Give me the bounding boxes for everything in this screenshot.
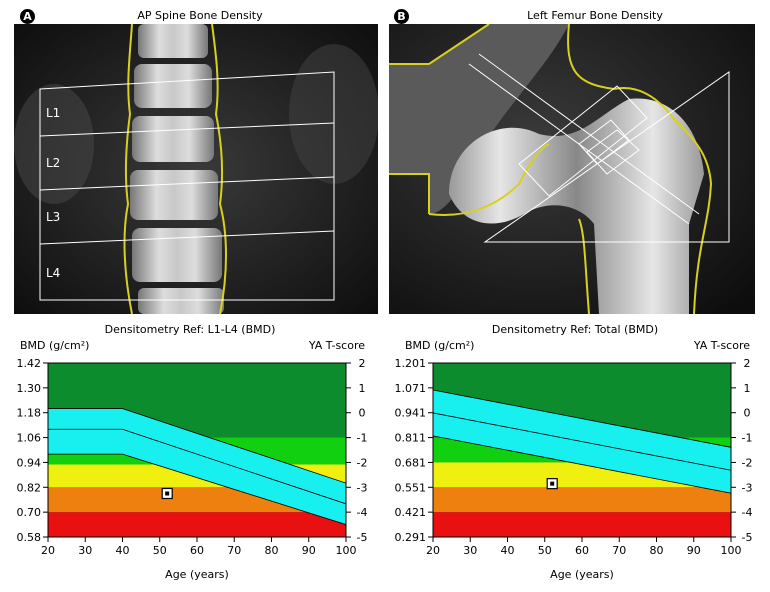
y-tick-label: 1.18 <box>17 407 42 420</box>
plot-area <box>48 363 346 537</box>
patient-marker-center <box>165 491 170 496</box>
x-tick-label: 20 <box>41 544 55 557</box>
y-tick-label: 1.30 <box>17 382 42 395</box>
y-tick-label: 1.201 <box>395 357 427 370</box>
vertebra-label-l2: L2 <box>46 156 60 170</box>
y2-tick-label: -5 <box>742 531 753 544</box>
y-tick-label: 0.681 <box>395 456 427 469</box>
vertebra-label-l1: L1 <box>46 106 60 120</box>
band-red <box>433 512 731 537</box>
femur-outline <box>389 24 713 314</box>
y-tick-label: 0.421 <box>395 506 427 519</box>
y2-tick-label: 2 <box>359 357 366 370</box>
reference-mean-line <box>433 412 731 471</box>
y2-tick-label: 0 <box>359 407 366 420</box>
chart-title: Densitometry Ref: Total (BMD) <box>492 323 658 336</box>
spine-scan-image: L1 L2 L3 L4 <box>14 24 378 314</box>
y2-tick-label: 1 <box>744 382 751 395</box>
x-tick-label: 50 <box>153 544 167 557</box>
x-tick-label: 70 <box>612 544 626 557</box>
spine-roi-boxes <box>39 71 335 301</box>
y-tick-label: 0.291 <box>395 531 427 544</box>
y-tick-label: 1.06 <box>17 432 42 445</box>
band-orange <box>433 487 731 513</box>
y2-axis-label: YA T-score <box>693 339 750 352</box>
x-tick-label: 30 <box>78 544 92 557</box>
femur-roi-lines <box>468 53 730 243</box>
patient-marker-center <box>550 481 555 486</box>
x-tick-label: 100 <box>336 544 357 557</box>
y2-tick-label: -1 <box>357 432 368 445</box>
vertebra-label-l3: L3 <box>46 210 60 224</box>
y2-tick-label: -4 <box>742 506 753 519</box>
y-axis-label: BMD (g/cm²) <box>20 339 89 352</box>
panel-label-b: B <box>394 9 409 24</box>
y2-axis-label: YA T-score <box>308 339 365 352</box>
x-tick-label: 50 <box>538 544 552 557</box>
reference-mean-line <box>48 428 346 505</box>
y-tick-label: 0.70 <box>17 506 42 519</box>
femur-bone <box>449 98 704 314</box>
spine-image-title: AP Spine Bone Density <box>137 9 263 22</box>
y2-tick-label: -4 <box>357 506 368 519</box>
y2-tick-label: 1 <box>359 382 366 395</box>
x-tick-label: 80 <box>650 544 664 557</box>
femur-scan-image <box>389 24 755 314</box>
y-axis-label: BMD (g/cm²) <box>405 339 474 352</box>
x-tick-label: 60 <box>575 544 589 557</box>
y2-tick-label: -3 <box>357 481 368 494</box>
y2-tick-label: -5 <box>357 531 368 544</box>
y2-tick-label: -2 <box>742 456 753 469</box>
x-tick-label: 100 <box>721 544 742 557</box>
femur-densitometry-chart: Densitometry Ref: Total (BMD) BMD (g/cm²)… <box>395 323 753 581</box>
y-tick-label: 1.071 <box>395 382 427 395</box>
vertebra-label-l4: L4 <box>46 266 60 280</box>
y2-tick-label: 2 <box>744 357 751 370</box>
x-tick-label: 40 <box>501 544 515 557</box>
x-tick-label: 40 <box>116 544 130 557</box>
y2-tick-label: -1 <box>742 432 753 445</box>
y-tick-label: 0.82 <box>17 481 42 494</box>
x-tick-label: 70 <box>227 544 241 557</box>
x-axis-label: Age (years) <box>165 568 229 581</box>
x-tick-label: 60 <box>190 544 204 557</box>
x-tick-label: 90 <box>302 544 316 557</box>
y-tick-label: 0.811 <box>395 432 427 445</box>
vertebrae <box>130 24 224 314</box>
y-tick-label: 0.551 <box>395 481 427 494</box>
panel-label-a: A <box>20 9 35 24</box>
x-tick-label: 20 <box>426 544 440 557</box>
y-tick-label: 0.58 <box>17 531 42 544</box>
y2-tick-label: -3 <box>742 481 753 494</box>
band-red <box>48 512 346 537</box>
x-tick-label: 30 <box>463 544 477 557</box>
chart-title: Densitometry Ref: L1-L4 (BMD) <box>105 323 276 336</box>
reference-range-band <box>48 408 346 525</box>
spine-outline <box>123 24 227 314</box>
spine-densitometry-chart: Densitometry Ref: L1-L4 (BMD) BMD (g/cm²)… <box>17 323 368 581</box>
y2-tick-label: 0 <box>744 407 751 420</box>
y-tick-label: 0.94 <box>17 456 42 469</box>
x-axis-label: Age (years) <box>550 568 614 581</box>
y-tick-label: 0.941 <box>395 407 427 420</box>
x-tick-label: 80 <box>265 544 279 557</box>
femur-image-title: Left Femur Bone Density <box>527 9 663 22</box>
plot-area <box>433 363 731 537</box>
y2-tick-label: -2 <box>357 456 368 469</box>
x-tick-label: 90 <box>687 544 701 557</box>
y-tick-label: 1.42 <box>17 357 42 370</box>
